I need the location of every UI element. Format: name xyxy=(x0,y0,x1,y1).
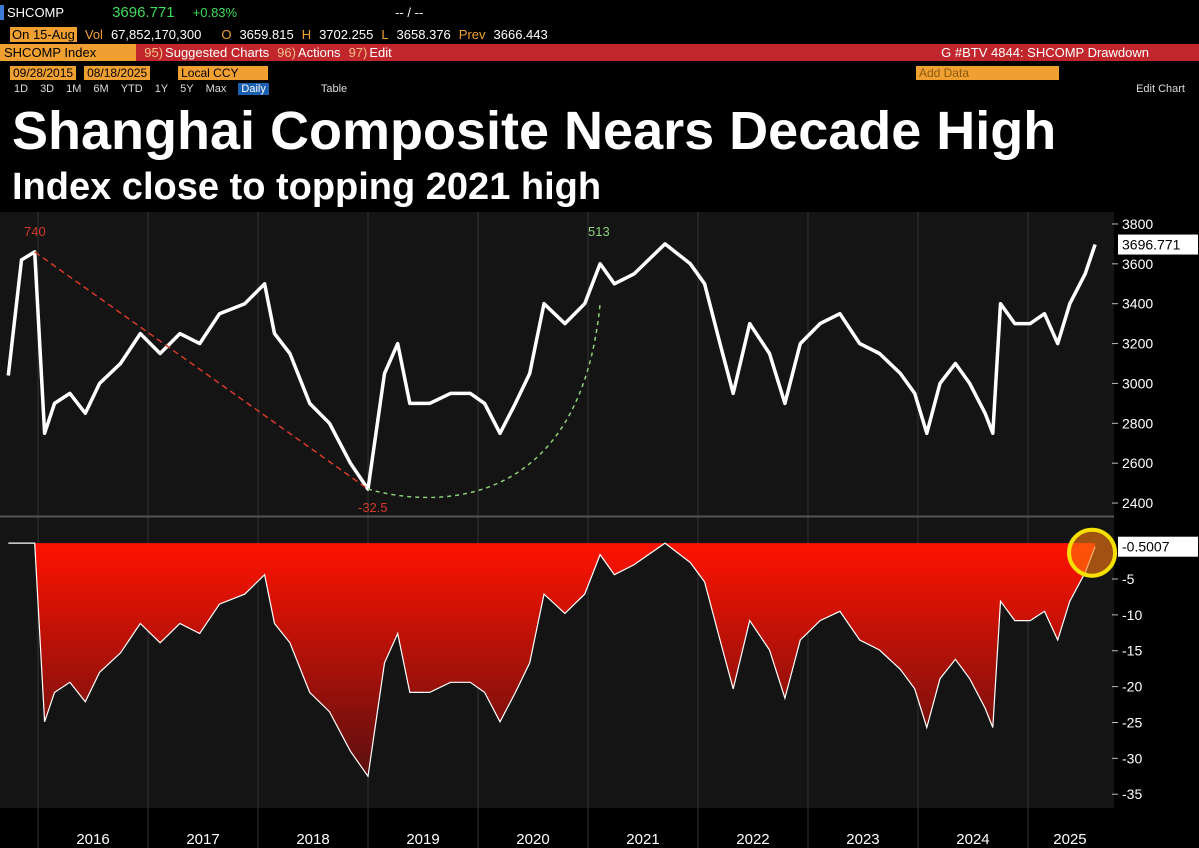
highlight-circle xyxy=(1067,527,1118,578)
open-value: 3659.815 xyxy=(239,26,294,42)
table-button[interactable]: Table xyxy=(320,83,348,95)
volume-label: Vol xyxy=(84,26,103,42)
chart: 2016 2017 2018 2019 2020 2021 2022 2023 2024 2025… xyxy=(0,212,1198,848)
y-tick-label: 3000 xyxy=(1122,375,1153,391)
y-tick-label: 3800 xyxy=(1122,216,1153,232)
security[interactable]: SHCOMP Index xyxy=(0,44,137,61)
low-value: 3658.376 xyxy=(396,26,451,42)
y-tick-label: 2800 xyxy=(1122,415,1153,431)
y-tick-label: -10 xyxy=(1122,607,1142,623)
menu[interactable]: Edit xyxy=(369,45,392,60)
y-tick-label: -15 xyxy=(1122,643,1142,659)
last-value-label: 3696.771 xyxy=(1122,237,1181,253)
y-tick-label: -20 xyxy=(1122,679,1142,695)
last-value-box xyxy=(1118,536,1198,557)
period-bar: 1D 3D 1M 6M YTD 1Y 5Y Max Daily Table Ed… xyxy=(0,82,1199,96)
volume-value: 67,852,170,300 xyxy=(110,26,202,42)
end-date[interactable]: 08/18/2025 xyxy=(84,66,151,80)
plot-background xyxy=(0,212,1114,808)
prev-label: Prev xyxy=(458,26,486,42)
price-change: +0.83% xyxy=(192,4,238,20)
y-tick-label: 3200 xyxy=(1122,336,1153,352)
headline-subtitle: Index close to topping 2021 high xyxy=(12,166,602,208)
y-tick-label: 2600 xyxy=(1122,455,1153,471)
y-tick-label: 2400 xyxy=(1122,495,1153,511)
period[interactable]: Max xyxy=(205,83,227,95)
last-value-box xyxy=(1118,234,1198,255)
annotation: 513 xyxy=(588,224,610,239)
y-tick-label: -35 xyxy=(1122,786,1142,802)
last-price: 3696.771 xyxy=(112,3,175,21)
period[interactable]: 1M xyxy=(66,83,82,95)
annotation: -32.5 xyxy=(358,500,388,515)
y-tick-label: -25 xyxy=(1122,714,1142,730)
frequency[interactable]: Daily xyxy=(238,83,269,95)
menu[interactable]: Suggested Charts xyxy=(165,45,270,60)
y-tick-label: 3600 xyxy=(1122,256,1153,272)
open-label: O xyxy=(221,26,232,42)
headline-title: Shanghai Composite Nears Decade High xyxy=(12,101,1057,161)
high-value: 3702.255 xyxy=(319,26,374,42)
drawdown-guide xyxy=(34,251,369,490)
x-tick-label: 2025 xyxy=(1053,831,1086,848)
quote-row: SHCOMP 3696.771 +0.83% -- / -- xyxy=(0,3,1199,21)
menu-key: 96) xyxy=(277,45,296,60)
period[interactable]: 5Y xyxy=(180,83,194,95)
y-tick-label: -30 xyxy=(1122,750,1142,766)
x-tick-label: 2020 xyxy=(516,831,549,848)
low-label: L xyxy=(381,26,389,42)
x-tick-label: 2018 xyxy=(296,831,329,848)
period[interactable]: YTD xyxy=(120,83,143,95)
index-line xyxy=(6,242,1097,491)
date-bar: 09/28/2015 08/18/2025 Local CCY Add Data xyxy=(0,65,1199,81)
period[interactable]: 1Y xyxy=(154,83,169,95)
y-tick-label: -5 xyxy=(1122,571,1135,587)
x-tick-label: 2017 xyxy=(186,831,219,848)
x-tick-label: 2021 xyxy=(626,831,659,848)
menu[interactable]: Actions xyxy=(297,45,341,60)
bid-ask: -- / -- xyxy=(395,4,424,20)
drawdown-line xyxy=(8,542,1096,778)
ticker: SHCOMP xyxy=(0,4,64,20)
prev-value: 3666.443 xyxy=(493,26,548,42)
x-tick-label: 2019 xyxy=(406,831,439,848)
y-tick-label: 3400 xyxy=(1122,296,1153,312)
chart-name: G #BTV 4844: SHCOMP Drawdown xyxy=(941,45,1149,60)
recovery-guide xyxy=(367,303,601,499)
x-tick-label: 2016 xyxy=(76,831,109,848)
add-data[interactable]: Add Data xyxy=(915,66,1059,80)
period[interactable]: 3D xyxy=(40,83,55,95)
last-value-label: -0.5007 xyxy=(1122,539,1170,555)
period[interactable]: 1D xyxy=(14,83,29,95)
menu-key: 97) xyxy=(348,45,368,60)
drawdown-area xyxy=(8,543,1096,777)
high-label: H xyxy=(301,26,312,42)
menu-key: 95) xyxy=(144,45,164,60)
period[interactable]: 6M xyxy=(93,83,109,95)
annotation: 740 xyxy=(24,224,46,239)
date: On 15-Aug xyxy=(10,26,77,42)
currency[interactable]: Local CCY xyxy=(178,66,269,80)
x-tick-label: 2022 xyxy=(736,831,769,848)
x-tick-label: 2023 xyxy=(846,831,879,848)
start-date[interactable]: 09/28/2015 xyxy=(10,66,77,80)
edit-chart[interactable]: Edit Chart xyxy=(1136,83,1185,95)
x-tick-label: 2024 xyxy=(956,831,989,848)
toolbar: SHCOMP Index 95) Suggested Charts 96) Acti… xyxy=(0,44,1199,61)
